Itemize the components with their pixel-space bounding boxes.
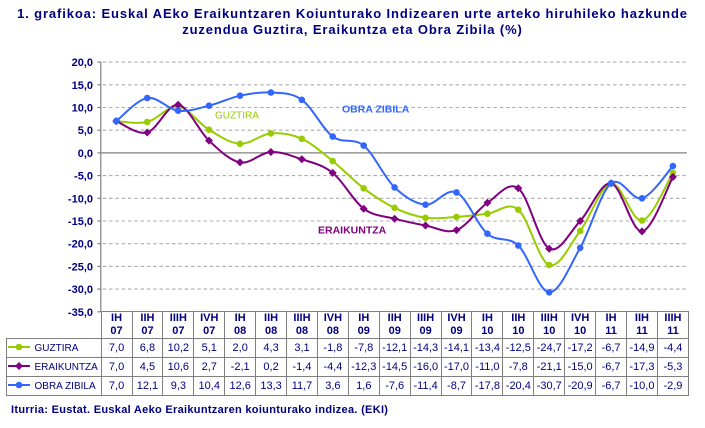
svg-text:OBRA ZIBILA: OBRA ZIBILA	[342, 104, 410, 116]
svg-text:20,0: 20,0	[72, 57, 93, 69]
svg-text:-20,0: -20,0	[68, 239, 93, 251]
svg-text:-30,0: -30,0	[68, 284, 93, 296]
svg-text:15,0: 15,0	[72, 80, 93, 92]
svg-text:-25,0: -25,0	[68, 261, 93, 273]
svg-text:5,0: 5,0	[78, 125, 93, 137]
svg-text:-5,0: -5,0	[74, 171, 93, 183]
svg-text:GUZTIRA: GUZTIRA	[215, 111, 259, 122]
svg-text:-10,0: -10,0	[68, 193, 93, 205]
svg-text:-35,0: -35,0	[68, 307, 93, 319]
svg-text:ERAIKUNTZA: ERAIKUNTZA	[318, 225, 387, 237]
svg-text:0,0: 0,0	[78, 148, 93, 160]
svg-text:-15,0: -15,0	[68, 216, 93, 228]
svg-text:10,0: 10,0	[72, 103, 93, 115]
